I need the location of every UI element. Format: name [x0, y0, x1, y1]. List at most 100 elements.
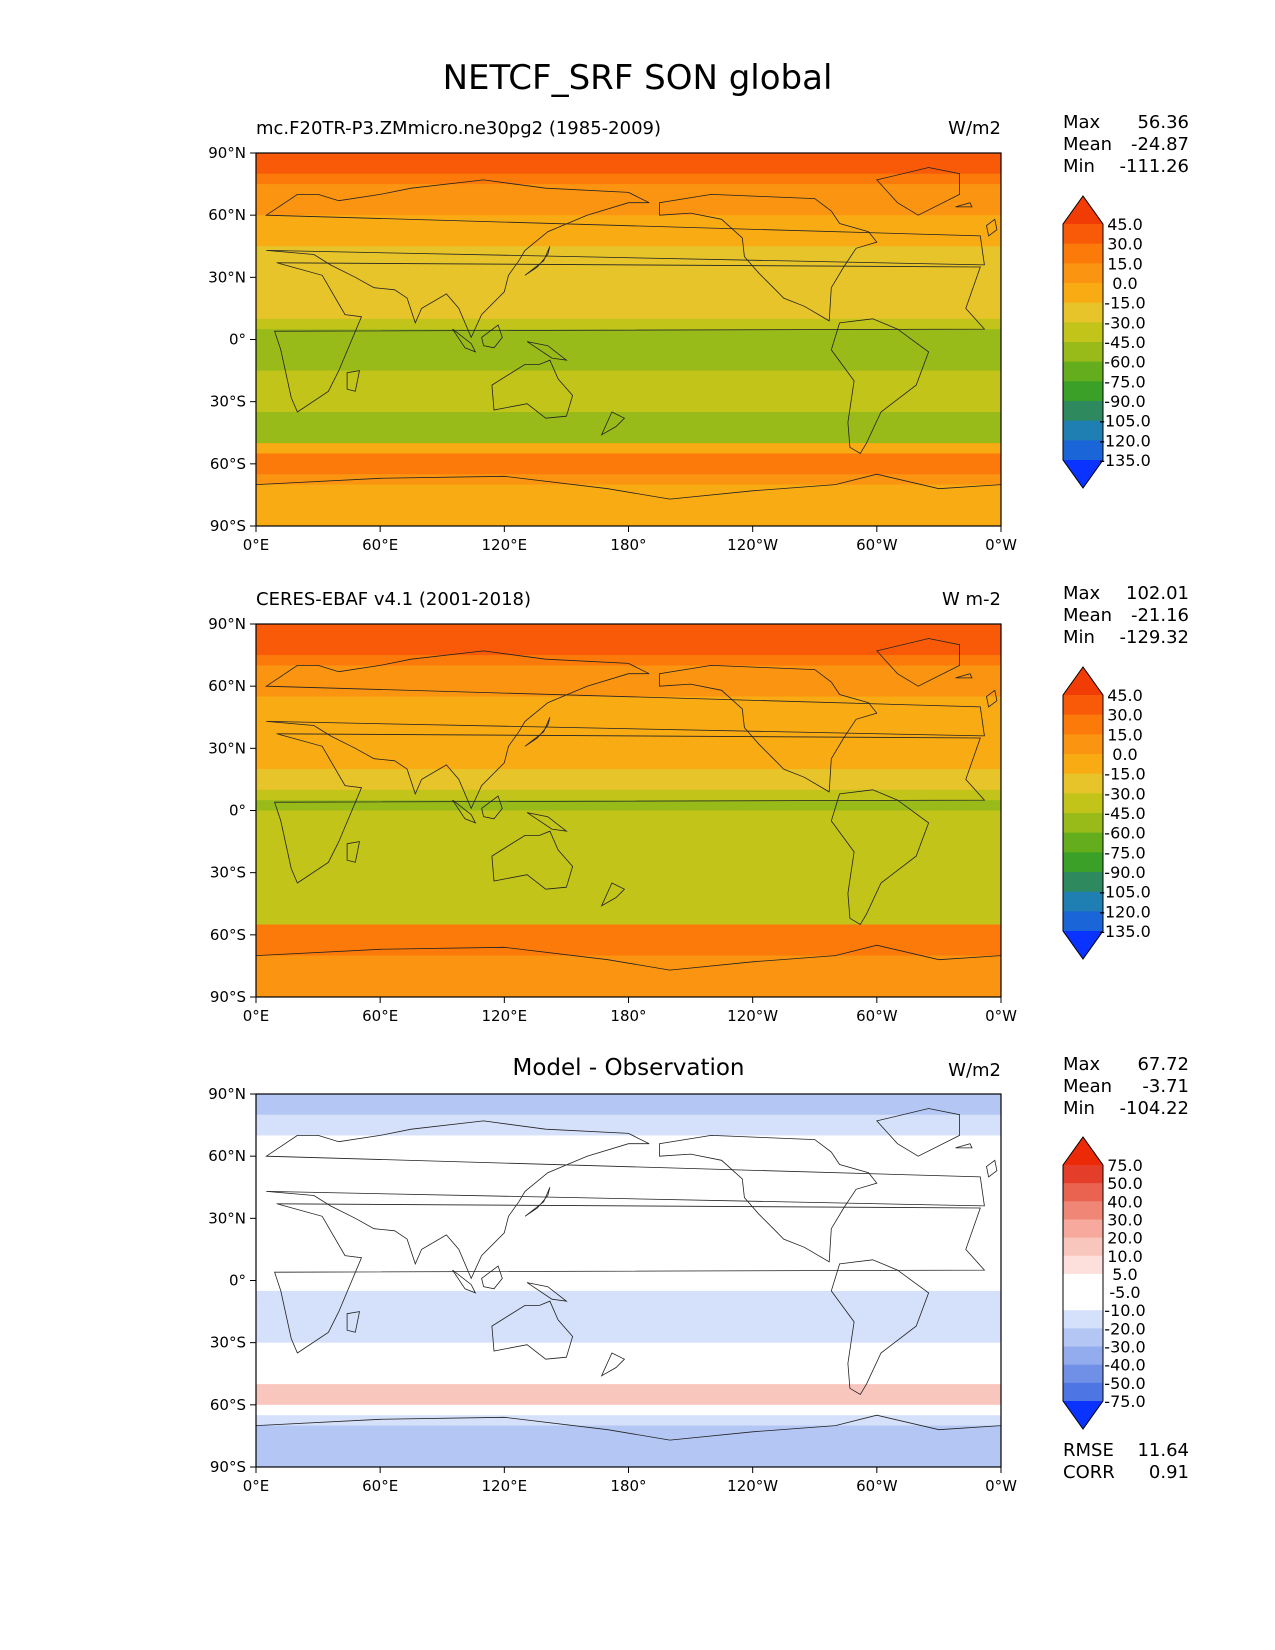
colorbar-tick-label: -5.0 — [1109, 1283, 1140, 1302]
colorbar-bin — [1063, 1237, 1103, 1257]
field-band — [256, 505, 1001, 517]
stat-min: Min -111.26 — [1063, 156, 1189, 177]
units-label: W/m2 — [948, 1060, 1001, 1081]
field-band — [256, 831, 1001, 843]
field-band — [256, 1228, 1001, 1240]
coastline — [274, 262, 986, 413]
field-band — [256, 924, 1001, 936]
field-band — [256, 706, 1001, 718]
colorbar-tick-label: -45.0 — [1104, 333, 1145, 352]
field-band — [256, 266, 1001, 278]
colorbar-tick-label: -45.0 — [1104, 804, 1145, 823]
colorbar-tick-label: 0.0 — [1112, 745, 1137, 764]
y-tick-label: 60°N — [208, 677, 246, 695]
colorbar-tick-label: -40.0 — [1104, 1356, 1145, 1375]
y-tick-label: 90°N — [208, 1085, 246, 1103]
colorbar-outline — [1062, 1136, 1104, 1430]
y-tick-label: 0° — [229, 802, 246, 820]
figure-title: NETCF_SRF SON global — [442, 58, 833, 98]
coastline — [491, 359, 574, 419]
colorbar-tick-label: -135.0 — [1099, 922, 1151, 941]
colorbar-bin — [1063, 302, 1103, 323]
x-tick-label: 120°W — [727, 1007, 778, 1025]
x-tick-label: 120°W — [727, 536, 778, 554]
coastline — [955, 1143, 973, 1149]
field-band — [256, 184, 1001, 195]
field-band — [256, 215, 1001, 227]
field-band — [256, 194, 1001, 206]
field-band — [256, 820, 1001, 832]
colorbar-outline — [1062, 666, 1104, 960]
units-label: W/m2 — [948, 118, 1001, 139]
x-tick-label: 180° — [610, 536, 646, 554]
stat-max: Max 67.72 — [1063, 1054, 1189, 1075]
coastline — [600, 1352, 626, 1377]
field-band — [256, 1218, 1001, 1230]
panel-observation: CERES-EBAF v4.1 (2001-2018) W m-2 Max 102… — [0, 0, 1275, 1025]
field-band — [256, 432, 1001, 444]
coastline — [491, 1300, 574, 1360]
field-band — [256, 1187, 1001, 1199]
x-tick-label: 120°W — [727, 1477, 778, 1495]
colorbar-bin — [1063, 342, 1103, 363]
colorbar-tick-label: -120.0 — [1099, 902, 1151, 921]
colorbar-tick-label: -90.0 — [1104, 863, 1145, 882]
panel-difference: Model - Observation W/m2 Max 67.72 Mean -3… — [0, 0, 1275, 1495]
stat-min: Min -129.32 — [1063, 627, 1189, 648]
y-tick-label: 60°S — [210, 926, 246, 944]
colorbar-bin — [1063, 832, 1103, 853]
field-band — [256, 1415, 1001, 1427]
stat-mean: Mean -3.71 — [1063, 1076, 1189, 1097]
colorbar-tick-label: 30.0 — [1107, 1210, 1143, 1229]
colorbar-bin — [1063, 1328, 1103, 1348]
colorbar-tick-label: 75.0 — [1107, 1156, 1143, 1175]
colorbar-bin — [1063, 381, 1103, 402]
colorbar-tick-label: -75.0 — [1104, 372, 1145, 391]
colorbar-tick-label: -30.0 — [1104, 1338, 1145, 1357]
field-band — [256, 463, 1001, 475]
colorbar-tick-label: 15.0 — [1107, 254, 1143, 273]
x-tick-label: 60°W — [856, 1477, 898, 1495]
field-band — [256, 453, 1001, 465]
coastline — [274, 733, 986, 884]
y-tick-label: 30°S — [210, 393, 246, 411]
panel-model: mc.F20TR-P3.ZMmicro.ne30pg2 (1985-2009) … — [0, 0, 1275, 554]
colorbar-tick-label: 50.0 — [1107, 1174, 1143, 1193]
colorbar-tick-label: -30.0 — [1104, 784, 1145, 803]
field-band — [256, 412, 1001, 423]
colorbar-extend-bottom — [1063, 931, 1103, 959]
field-band — [256, 256, 1001, 268]
field-band — [256, 634, 1001, 646]
colorbar-tick-label: 30.0 — [1107, 235, 1143, 254]
colorbar-bin — [1063, 793, 1103, 814]
field-band — [256, 474, 1001, 486]
colorbar-bin — [1063, 852, 1103, 873]
field-band — [256, 976, 1001, 988]
coastline — [986, 689, 998, 708]
colorbar-tick-label: -20.0 — [1104, 1319, 1145, 1338]
colorbar-tick-label: 15.0 — [1107, 725, 1143, 744]
field-band — [256, 277, 1001, 289]
field-band — [256, 1156, 1001, 1168]
colorbar-extend-top — [1063, 1137, 1103, 1165]
field-band — [256, 1104, 1001, 1116]
field-band — [256, 727, 1001, 739]
colorbar-tick-label: -120.0 — [1099, 431, 1151, 450]
x-tick-label: 0°E — [243, 1477, 270, 1495]
colorbar-tick-label: -90.0 — [1104, 392, 1145, 411]
colorbar-bin — [1063, 243, 1103, 264]
field-band — [256, 287, 1001, 299]
colorbar-tick-label: -50.0 — [1104, 1374, 1145, 1393]
field-band — [256, 986, 1001, 997]
field-band — [256, 758, 1001, 770]
colorbar-bin — [1063, 224, 1103, 245]
field-band — [256, 1425, 1001, 1437]
colorbar-bin — [1063, 1382, 1103, 1402]
field-band — [256, 1332, 1001, 1344]
y-tick-label: 30°N — [208, 1209, 246, 1227]
y-tick-label: 0° — [229, 1272, 246, 1290]
field-band — [256, 914, 1001, 925]
field-band — [256, 1353, 1001, 1364]
colorbar-bin — [1063, 420, 1103, 441]
units-label: W m-2 — [941, 589, 1001, 610]
